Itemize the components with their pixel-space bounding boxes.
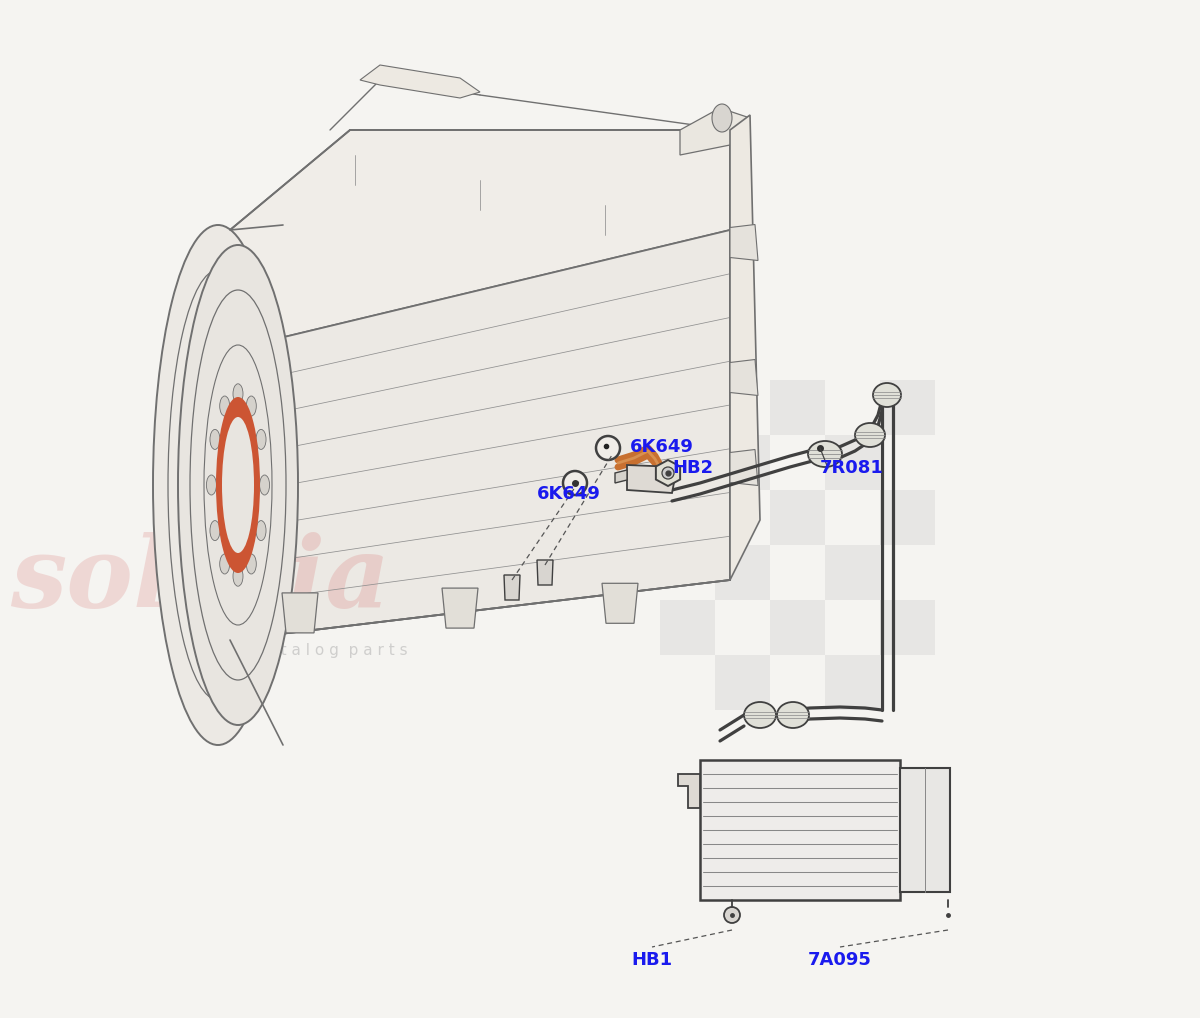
Ellipse shape	[246, 396, 257, 416]
Ellipse shape	[220, 396, 229, 416]
Ellipse shape	[744, 702, 776, 728]
Polygon shape	[504, 575, 520, 600]
Polygon shape	[442, 588, 478, 628]
Bar	[826, 655, 880, 710]
Text: 7A095: 7A095	[808, 951, 872, 969]
Text: 6K649: 6K649	[538, 485, 601, 503]
Polygon shape	[730, 450, 758, 486]
Bar	[770, 380, 826, 435]
Text: 6K649: 6K649	[630, 438, 694, 456]
Text: HB1: HB1	[631, 951, 672, 969]
Text: c a t a l o g  p a r t s: c a t a l o g p a r t s	[253, 642, 407, 658]
Bar	[660, 490, 715, 545]
Ellipse shape	[210, 520, 220, 541]
Ellipse shape	[778, 702, 809, 728]
Polygon shape	[602, 583, 638, 623]
Ellipse shape	[154, 225, 283, 745]
Ellipse shape	[220, 554, 229, 574]
Ellipse shape	[256, 430, 266, 449]
Polygon shape	[360, 65, 480, 98]
Ellipse shape	[563, 471, 587, 495]
Ellipse shape	[206, 475, 216, 495]
Bar	[715, 435, 770, 490]
Polygon shape	[730, 225, 758, 261]
Bar	[900, 768, 950, 892]
Bar	[715, 545, 770, 600]
Ellipse shape	[808, 441, 842, 467]
Ellipse shape	[256, 520, 266, 541]
Text: 7R081: 7R081	[820, 459, 884, 477]
Bar	[660, 380, 715, 435]
Ellipse shape	[216, 397, 260, 573]
Bar	[770, 600, 826, 655]
Ellipse shape	[874, 383, 901, 407]
Bar	[880, 490, 935, 545]
Polygon shape	[538, 560, 553, 585]
Polygon shape	[282, 592, 318, 633]
Polygon shape	[680, 108, 750, 155]
Polygon shape	[616, 470, 628, 483]
Ellipse shape	[233, 384, 242, 404]
Ellipse shape	[228, 445, 248, 525]
Polygon shape	[730, 359, 758, 396]
Bar	[770, 490, 826, 545]
Ellipse shape	[662, 467, 674, 479]
Polygon shape	[628, 465, 677, 493]
Ellipse shape	[210, 430, 220, 449]
Bar	[880, 380, 935, 435]
Ellipse shape	[712, 104, 732, 132]
Ellipse shape	[259, 475, 270, 495]
Polygon shape	[678, 774, 700, 808]
Polygon shape	[230, 230, 730, 640]
Ellipse shape	[222, 417, 254, 553]
Ellipse shape	[724, 907, 740, 923]
Text: soleria: soleria	[10, 531, 390, 628]
Ellipse shape	[596, 436, 620, 460]
Ellipse shape	[854, 423, 886, 447]
Bar	[826, 545, 880, 600]
Polygon shape	[656, 460, 680, 486]
Bar	[826, 435, 880, 490]
Text: HB2: HB2	[672, 459, 713, 477]
Ellipse shape	[178, 245, 298, 725]
Polygon shape	[230, 130, 730, 350]
Bar	[700, 760, 900, 900]
Ellipse shape	[246, 554, 257, 574]
Bar	[880, 600, 935, 655]
Bar	[715, 655, 770, 710]
Bar	[660, 600, 715, 655]
Polygon shape	[730, 115, 760, 580]
Ellipse shape	[233, 566, 242, 586]
